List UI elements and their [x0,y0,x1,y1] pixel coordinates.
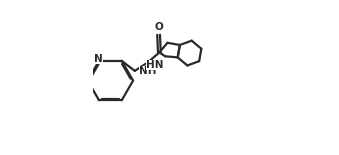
Text: HN: HN [146,60,164,70]
Text: N: N [94,54,103,64]
Text: O: O [154,22,163,32]
Text: NH: NH [139,66,157,76]
